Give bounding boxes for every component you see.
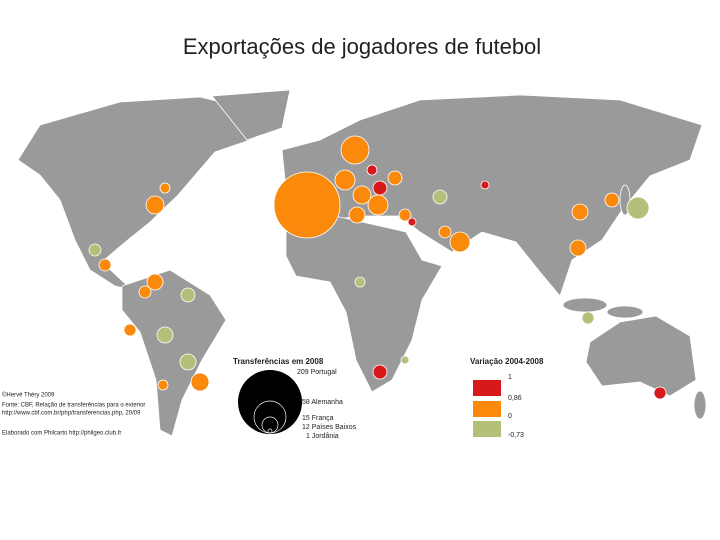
- bubble: [387, 170, 403, 186]
- bubble: [372, 364, 388, 380]
- bubble: [653, 386, 667, 400]
- bubble: [432, 189, 448, 205]
- bubble: [88, 243, 102, 257]
- bubble: [352, 185, 372, 205]
- bubble: [159, 182, 171, 194]
- greenland: [211, 89, 291, 141]
- new-guinea: [606, 305, 644, 319]
- bubble: [569, 239, 587, 257]
- legend-label: -0,73: [508, 432, 524, 439]
- bubble: [372, 180, 388, 196]
- bubble: [123, 323, 137, 337]
- bubble: [407, 217, 417, 227]
- color-legend: Variação 2004-2008 1 0,86 0 -0,73: [470, 357, 544, 439]
- bubble: [156, 326, 174, 344]
- bubble: [340, 135, 370, 165]
- new-zealand: [693, 390, 707, 420]
- north-america: [17, 96, 251, 291]
- bubble: [604, 192, 620, 208]
- bubble: [273, 171, 341, 239]
- legend-swatch: [473, 401, 501, 417]
- legend-swatch: [473, 380, 501, 396]
- bubble: [438, 225, 452, 239]
- legend-label: 1: [508, 374, 512, 381]
- bubble: [354, 276, 366, 288]
- bubble: [190, 372, 210, 392]
- bubble: [480, 180, 490, 190]
- legend-circle: [238, 370, 302, 434]
- world-map: [17, 89, 707, 437]
- bubble: [348, 206, 366, 224]
- credit: http://www.cbf.com.br/php/transferencias…: [2, 411, 141, 417]
- bubbles: [88, 135, 667, 400]
- bubble: [449, 231, 471, 253]
- bubble: [138, 285, 152, 299]
- bubble: [146, 273, 164, 291]
- legend-swatch: [473, 421, 501, 437]
- bubble: [400, 355, 410, 365]
- south-america: [121, 269, 227, 437]
- legend-label: 209 Portugal: [297, 369, 337, 376]
- bubble: [626, 196, 650, 220]
- legend-label: 15 França: [302, 415, 334, 422]
- legend-label: 12 Países Baixos: [302, 424, 357, 431]
- bubble: [157, 379, 169, 391]
- bubble: [367, 194, 389, 216]
- legend-label: 58 Alemanha: [302, 399, 343, 406]
- credit: Elaborado com Philcarto http://philgeo.c…: [2, 431, 121, 437]
- bubble: [366, 164, 378, 176]
- legend-title: Variação 2004-2008: [470, 357, 544, 366]
- credit: Fonte: CBF, Relação de transferências pa…: [2, 403, 145, 409]
- legend-circle: [267, 428, 273, 434]
- bubble: [145, 195, 165, 215]
- bubble: [398, 208, 412, 222]
- credit: ©Hervé Théry 2009: [2, 392, 55, 399]
- bubble: [571, 203, 589, 221]
- legend-label: 0,86: [508, 395, 522, 402]
- bubble: [334, 169, 356, 191]
- legend-title: Transferências em 2008: [233, 357, 324, 366]
- legend-label: 1 Jordânia: [306, 433, 339, 440]
- bubble: [98, 258, 112, 272]
- bubble: [179, 353, 197, 371]
- indonesia: [562, 297, 608, 313]
- bubble: [581, 311, 595, 325]
- size-legend: Transferências em 2008 209 Portugal 58 A…: [233, 357, 357, 440]
- bubble: [180, 287, 196, 303]
- credits: ©Hervé Théry 2009 Fonte: CBF, Relação de…: [2, 392, 145, 437]
- legend-label: 0: [508, 413, 512, 420]
- title: Exportações de jogadores de futebol: [183, 34, 541, 59]
- australia: [585, 315, 697, 397]
